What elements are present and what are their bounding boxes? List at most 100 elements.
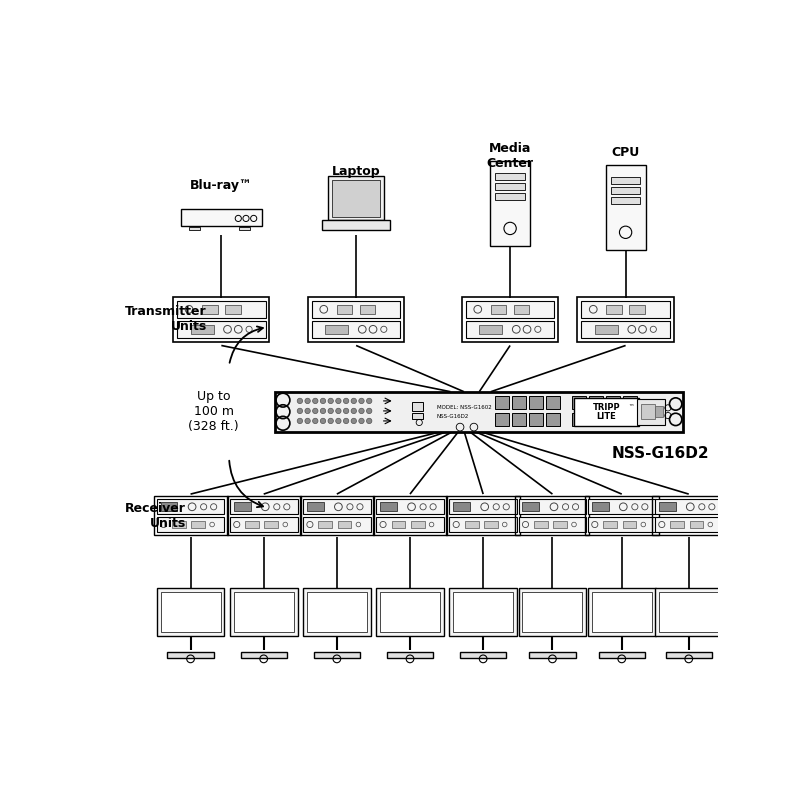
Bar bbox=[513, 396, 526, 409]
Bar bbox=[312, 321, 400, 338]
Circle shape bbox=[320, 418, 326, 424]
Bar bbox=[450, 499, 517, 514]
Circle shape bbox=[328, 398, 334, 404]
Bar bbox=[462, 297, 558, 342]
Bar bbox=[157, 588, 225, 636]
Bar bbox=[181, 209, 262, 226]
Bar bbox=[655, 588, 722, 636]
Bar bbox=[332, 180, 380, 217]
Bar bbox=[450, 517, 517, 532]
Bar bbox=[534, 521, 548, 528]
Bar bbox=[326, 325, 349, 334]
Bar bbox=[530, 652, 575, 658]
Bar bbox=[190, 325, 214, 334]
Bar bbox=[391, 521, 406, 528]
Bar bbox=[460, 652, 506, 658]
Text: NSS-G16D2: NSS-G16D2 bbox=[611, 446, 709, 461]
Bar bbox=[157, 499, 225, 514]
Bar bbox=[603, 521, 617, 528]
Bar bbox=[189, 226, 200, 230]
Circle shape bbox=[343, 408, 349, 414]
Circle shape bbox=[313, 418, 318, 424]
Bar bbox=[630, 305, 645, 314]
Circle shape bbox=[313, 408, 318, 414]
Bar bbox=[585, 496, 658, 535]
Bar bbox=[495, 414, 510, 426]
Bar bbox=[578, 297, 674, 342]
Bar bbox=[303, 499, 370, 514]
Bar bbox=[513, 414, 526, 426]
Bar bbox=[655, 499, 722, 514]
Bar bbox=[380, 502, 397, 511]
Bar bbox=[514, 305, 530, 314]
Bar bbox=[622, 521, 636, 528]
Bar bbox=[167, 652, 214, 658]
Text: NSS-G16D2: NSS-G16D2 bbox=[437, 414, 470, 419]
Bar bbox=[490, 162, 530, 246]
Circle shape bbox=[343, 398, 349, 404]
Bar bbox=[606, 305, 622, 314]
Bar bbox=[234, 592, 294, 632]
Text: Laptop: Laptop bbox=[332, 166, 381, 178]
Circle shape bbox=[305, 398, 310, 404]
Bar bbox=[314, 652, 360, 658]
Text: Receiver
Units: Receiver Units bbox=[125, 502, 186, 530]
Bar bbox=[611, 187, 640, 194]
Bar bbox=[234, 502, 250, 511]
Circle shape bbox=[366, 418, 372, 424]
Bar bbox=[479, 325, 502, 334]
Bar bbox=[202, 305, 218, 314]
Bar bbox=[328, 176, 384, 221]
Bar bbox=[446, 496, 520, 535]
Bar bbox=[530, 396, 543, 409]
Bar bbox=[337, 305, 352, 314]
Bar bbox=[387, 652, 433, 658]
Bar bbox=[161, 592, 221, 632]
Bar bbox=[241, 652, 287, 658]
Bar bbox=[611, 178, 640, 184]
Bar bbox=[515, 496, 590, 535]
Bar bbox=[554, 521, 567, 528]
Bar bbox=[466, 321, 554, 338]
Text: TRIPP: TRIPP bbox=[593, 403, 620, 412]
Bar bbox=[265, 521, 278, 528]
Bar bbox=[318, 521, 332, 528]
Circle shape bbox=[366, 408, 372, 414]
Bar bbox=[574, 398, 639, 426]
Circle shape bbox=[328, 418, 334, 424]
Bar bbox=[623, 396, 637, 409]
Bar bbox=[226, 305, 241, 314]
Bar bbox=[360, 305, 375, 314]
Circle shape bbox=[366, 398, 372, 404]
Bar bbox=[590, 396, 603, 409]
Bar bbox=[376, 517, 444, 532]
Bar bbox=[546, 396, 560, 409]
Bar bbox=[376, 499, 444, 514]
Bar bbox=[300, 496, 374, 535]
Circle shape bbox=[351, 418, 357, 424]
Bar bbox=[410, 521, 425, 528]
Circle shape bbox=[313, 398, 318, 404]
Text: Up to
100 m
(328 ft.): Up to 100 m (328 ft.) bbox=[188, 390, 239, 434]
Bar bbox=[322, 219, 390, 230]
Bar bbox=[491, 305, 506, 314]
Bar bbox=[465, 521, 478, 528]
Bar bbox=[174, 297, 270, 342]
Bar bbox=[592, 592, 652, 632]
Bar bbox=[670, 521, 684, 528]
Circle shape bbox=[343, 418, 349, 424]
Bar bbox=[495, 174, 525, 180]
Bar bbox=[453, 592, 513, 632]
Bar bbox=[307, 502, 324, 511]
Bar bbox=[380, 592, 440, 632]
Circle shape bbox=[358, 408, 364, 414]
Bar bbox=[466, 301, 554, 318]
Bar bbox=[573, 414, 586, 426]
Text: MODEL: NSS-G1602: MODEL: NSS-G1602 bbox=[437, 406, 492, 410]
Circle shape bbox=[351, 398, 357, 404]
Text: Transmitter
Units: Transmitter Units bbox=[125, 306, 206, 334]
Circle shape bbox=[305, 408, 310, 414]
Bar bbox=[230, 588, 298, 636]
Bar bbox=[522, 592, 582, 632]
Bar bbox=[530, 414, 543, 426]
